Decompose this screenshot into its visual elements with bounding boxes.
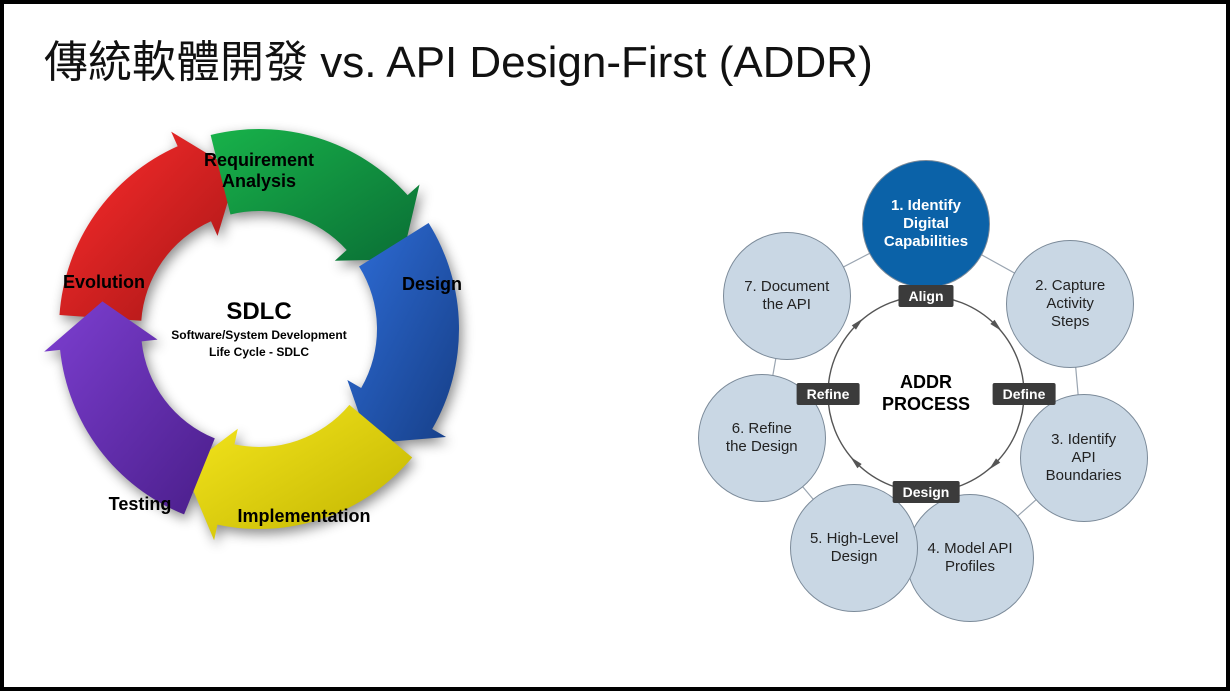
addr-phase-pill: Refine xyxy=(797,383,860,405)
sdlc-diagram: SDLC Software/System Development Life Cy… xyxy=(44,114,474,544)
sdlc-segment xyxy=(211,129,420,261)
addr-phase-pill: Design xyxy=(893,481,960,503)
page-title: 傳統軟體開發 vs. API Design-First (ADDR) xyxy=(44,26,873,90)
addr-node: 3. Identify API Boundaries xyxy=(1020,394,1148,522)
sdlc-label: Evolution xyxy=(34,272,174,293)
sdlc-label: Requirement Analysis xyxy=(189,150,329,191)
addr-phase-pill: Align xyxy=(899,285,954,307)
sdlc-label: Implementation xyxy=(234,506,374,527)
sdlc-segment xyxy=(44,301,215,514)
addr-node: 5. High-Level Design xyxy=(790,484,918,612)
addr-node: 7. Document the API xyxy=(723,232,851,360)
addr-center-title: ADDR PROCESS xyxy=(866,372,986,415)
sdlc-label: Design xyxy=(362,274,502,295)
addr-diagram: 1. Identify Digital Capabilities2. Captu… xyxy=(666,134,1186,654)
addr-node: 4. Model API Profiles xyxy=(906,494,1034,622)
addr-node: 1. Identify Digital Capabilities xyxy=(862,160,990,288)
addr-phase-pill: Define xyxy=(993,383,1056,405)
addr-node: 2. Capture Activity Steps xyxy=(1006,240,1134,368)
sdlc-label: Testing xyxy=(70,494,210,515)
